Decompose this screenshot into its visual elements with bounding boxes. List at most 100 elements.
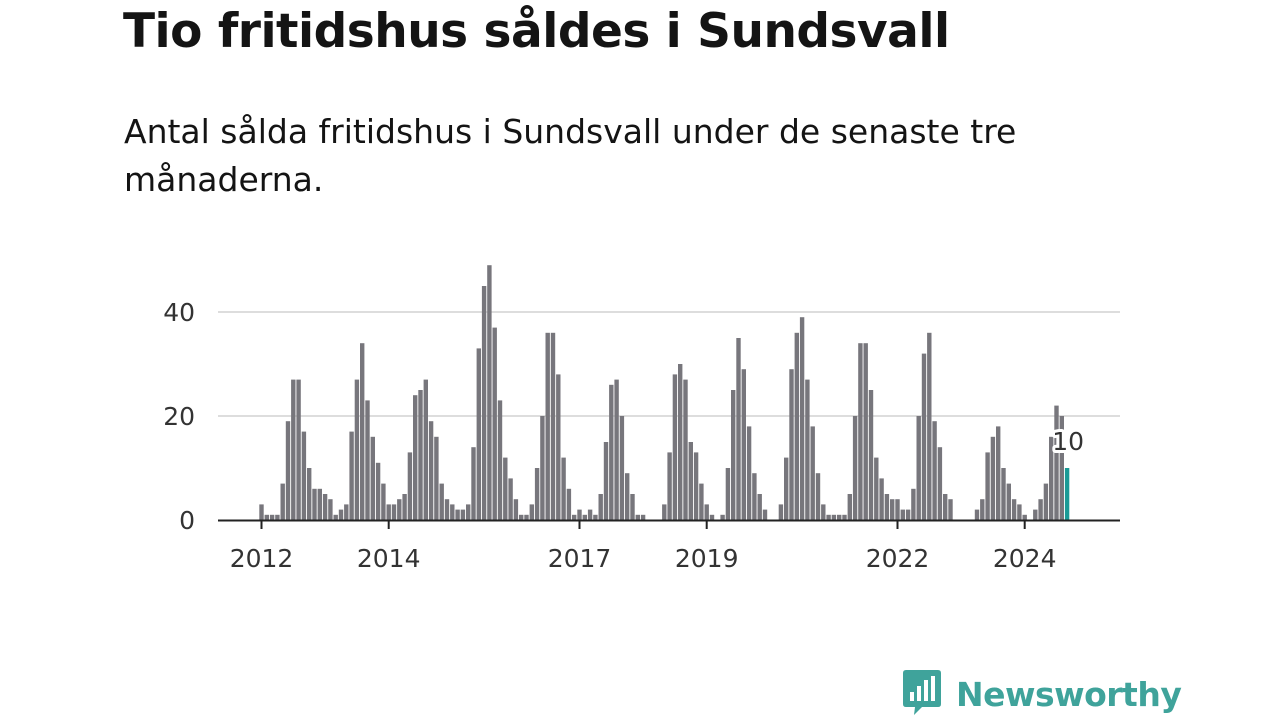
bar xyxy=(900,509,905,520)
bar xyxy=(375,462,381,520)
newsworthy-logo-icon xyxy=(902,668,942,721)
bar xyxy=(1006,483,1011,520)
bar xyxy=(301,431,307,520)
bar xyxy=(508,478,513,520)
bar xyxy=(572,514,577,520)
bar xyxy=(259,504,264,520)
bar xyxy=(678,364,683,520)
bar xyxy=(852,416,858,520)
bar xyxy=(863,343,868,520)
bar xyxy=(1059,416,1064,520)
bar xyxy=(455,509,460,520)
bar xyxy=(927,332,932,520)
bar xyxy=(720,514,725,520)
bar xyxy=(593,514,598,520)
bar xyxy=(609,384,614,520)
annotation-label: 10 xyxy=(1052,427,1084,456)
bar xyxy=(566,488,572,520)
chart-subtitle: Antal sålda fritidshus i Sundsvall under… xyxy=(124,112,1017,199)
bar xyxy=(943,494,948,520)
x-tick-label: 2019 xyxy=(675,544,739,573)
bar xyxy=(423,379,428,520)
bar xyxy=(529,504,534,520)
bar xyxy=(879,478,884,520)
bar xyxy=(821,504,826,520)
bar xyxy=(890,499,895,520)
bar xyxy=(837,514,842,520)
bar xyxy=(746,426,752,520)
bar xyxy=(471,447,476,520)
bar xyxy=(884,494,890,520)
bar xyxy=(466,504,471,520)
bar xyxy=(874,457,879,520)
bar xyxy=(280,483,285,520)
bar-highlight xyxy=(1064,468,1070,520)
bar xyxy=(784,457,789,520)
y-tick-label: 40 xyxy=(163,298,195,327)
bar xyxy=(757,494,762,520)
bar xyxy=(667,452,672,520)
bar xyxy=(497,400,503,520)
bar xyxy=(693,452,699,520)
bar xyxy=(418,390,423,520)
chart-title: Tio fritidshus såldes i Sundsvall xyxy=(123,4,950,59)
bar xyxy=(534,468,540,520)
bar xyxy=(428,421,434,520)
bar xyxy=(556,374,561,520)
bar xyxy=(688,442,693,520)
bar xyxy=(360,343,365,520)
bar xyxy=(683,379,688,520)
bar xyxy=(752,473,757,520)
x-tick-label: 2012 xyxy=(230,544,294,573)
bar xyxy=(858,343,863,520)
bar xyxy=(391,504,397,520)
bar xyxy=(349,431,354,520)
bar xyxy=(630,494,635,520)
bar xyxy=(1033,509,1038,520)
bar xyxy=(932,421,937,520)
bar xyxy=(381,483,386,520)
bar xyxy=(895,499,900,520)
bar-chart: 0 20 40 2012 2014 2017 2019 2022 2024 10 xyxy=(163,265,1120,573)
bar xyxy=(439,483,444,520)
bar xyxy=(344,504,349,520)
bar xyxy=(444,499,450,520)
bar xyxy=(847,494,852,520)
bar xyxy=(794,332,799,520)
bar xyxy=(948,499,953,520)
bar xyxy=(762,509,768,520)
bar xyxy=(307,468,312,520)
bar xyxy=(434,436,439,520)
bar xyxy=(264,514,269,520)
bar xyxy=(799,317,805,520)
bar xyxy=(911,488,916,520)
bar xyxy=(322,494,328,520)
bar xyxy=(296,379,301,520)
bar xyxy=(598,494,603,520)
bar xyxy=(974,509,980,520)
bar xyxy=(513,499,519,520)
bar xyxy=(1049,436,1054,520)
bar xyxy=(614,379,619,520)
bar xyxy=(640,514,646,520)
bar xyxy=(699,483,704,520)
bar xyxy=(328,499,333,520)
bar xyxy=(545,332,550,520)
bar xyxy=(815,473,821,520)
bar xyxy=(450,504,455,520)
bar xyxy=(312,488,317,520)
bar xyxy=(587,509,593,520)
bar xyxy=(635,514,640,520)
bar xyxy=(407,452,413,520)
bar xyxy=(1022,514,1027,520)
bar xyxy=(778,504,784,520)
bar xyxy=(413,395,418,520)
bar xyxy=(842,514,847,520)
bar xyxy=(487,265,492,520)
bar xyxy=(582,514,587,520)
bar xyxy=(397,499,402,520)
bar xyxy=(1054,405,1059,520)
bar xyxy=(980,499,985,520)
bar xyxy=(550,332,556,520)
bar xyxy=(731,390,736,520)
